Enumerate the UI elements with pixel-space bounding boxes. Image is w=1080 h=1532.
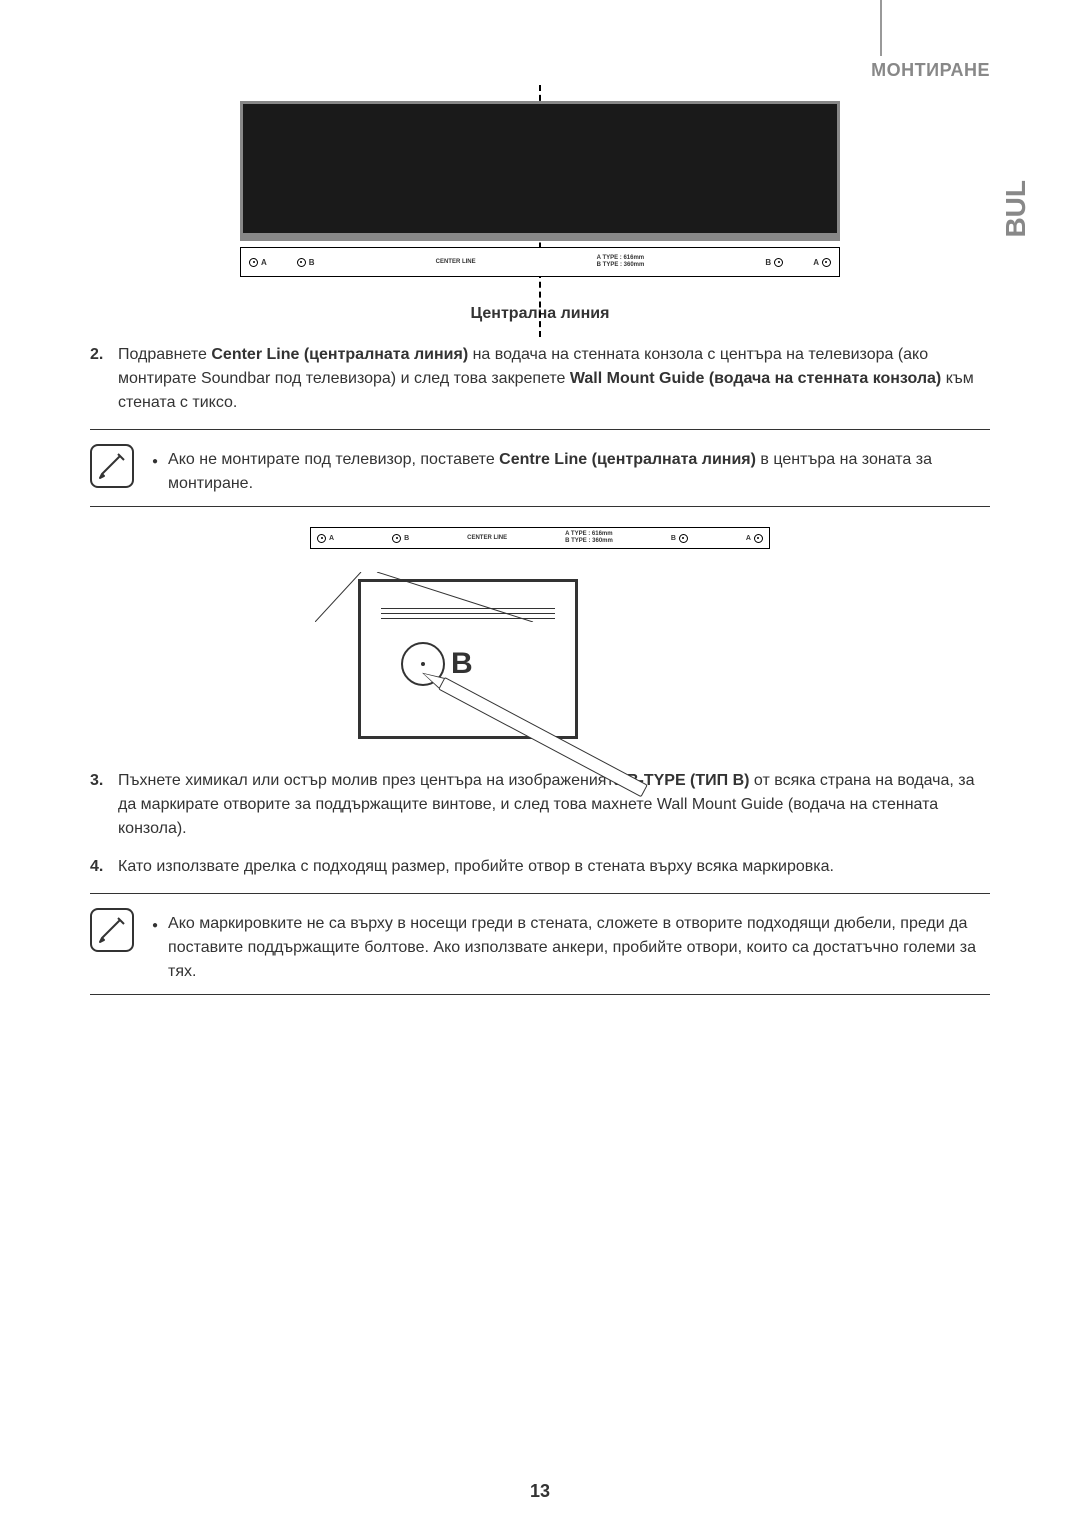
step-3: 3. Пъхнете химикал или остър молив през … xyxy=(90,769,990,841)
label-a: A xyxy=(261,258,267,267)
note-icon xyxy=(90,444,134,488)
type-info: A TYPE : 616mmB TYPE : 360mm xyxy=(597,255,645,269)
center-line-label: CENTER LINE xyxy=(436,259,476,265)
divider xyxy=(90,893,990,894)
figure-tv-alignment: A B CENTER LINE A TYPE : 616mmB TYPE : 3… xyxy=(220,101,860,323)
page-number: 13 xyxy=(530,1481,550,1502)
note-1: Ако не монтирате под телевизор, поставет… xyxy=(90,444,990,496)
note-1-text: Ако не монтирате под телевизор, поставет… xyxy=(152,444,990,496)
tv-illustration xyxy=(240,101,840,241)
step-2: 2. Подравнете Center Line (централната л… xyxy=(90,343,990,415)
divider xyxy=(90,506,990,507)
section-title: МОНТИРАНЕ xyxy=(90,60,990,81)
step-4: 4. Като използвате дрелка с подходящ раз… xyxy=(90,855,990,879)
step-4-text: Като използвате дрелка с подходящ размер… xyxy=(118,855,990,879)
figure-marking: A B CENTER LINE A TYPE : 616mmB TYPE : 3… xyxy=(280,527,800,739)
divider xyxy=(90,429,990,430)
wall-mount-guide-strip: A B CENTER LINE A TYPE : 616mmB TYPE : 3… xyxy=(240,247,840,277)
top-rule xyxy=(880,0,882,56)
step-2-text: Подравнете Center Line (централната лини… xyxy=(118,343,990,415)
language-tab: BUL xyxy=(1000,180,1032,238)
page: МОНТИРАНЕ BUL A B CENTER LINE A TYPE : 6… xyxy=(0,0,1080,1532)
note-2: Ако маркировките не са върху в носещи гр… xyxy=(90,908,990,984)
step-3-text: Пъхнете химикал или остър молив през цен… xyxy=(118,769,990,841)
label-b: B xyxy=(765,258,771,267)
label-a: A xyxy=(813,258,819,267)
detail-zoom-box: B xyxy=(358,579,578,739)
note-icon xyxy=(90,908,134,952)
divider xyxy=(90,994,990,995)
note-2-text: Ако маркировките не са върху в носещи гр… xyxy=(152,908,990,984)
wall-mount-guide-strip: A B CENTER LINE A TYPE : 616mmB TYPE : 3… xyxy=(310,527,770,549)
label-b: B xyxy=(309,258,315,267)
